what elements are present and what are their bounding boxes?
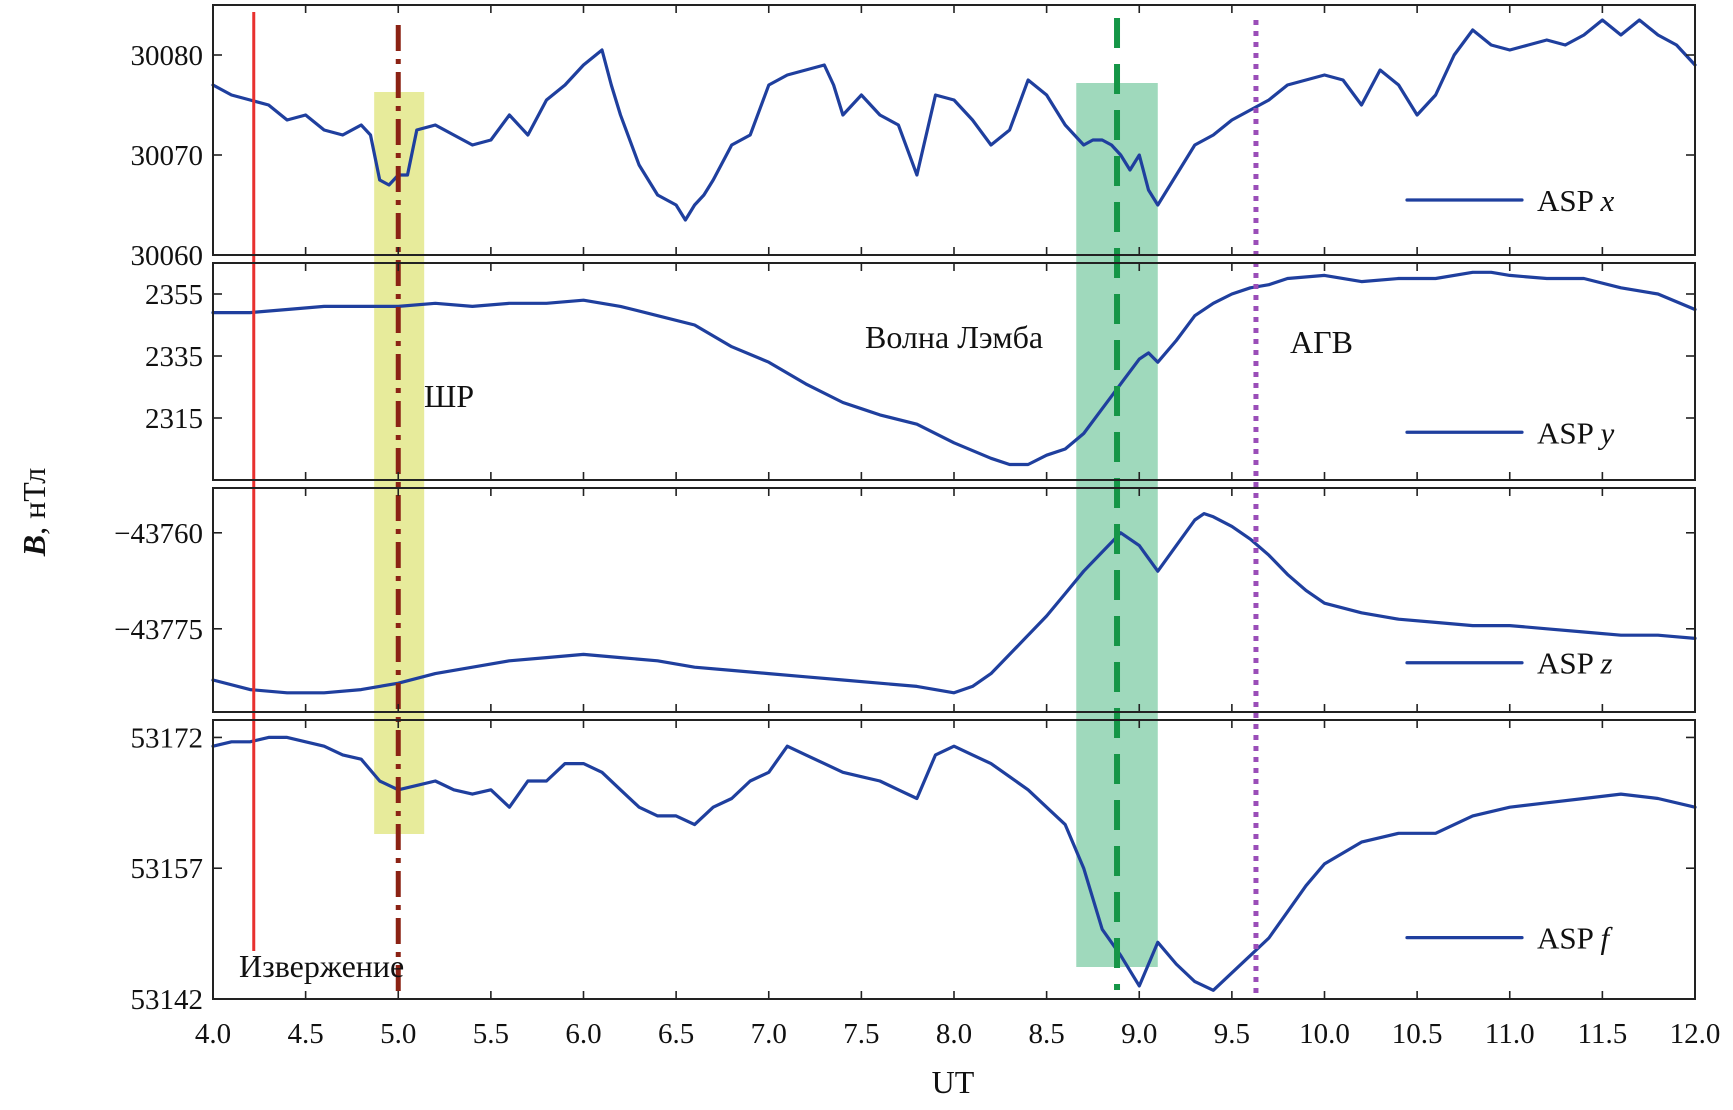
agw-label: АГВ <box>1290 324 1353 360</box>
xtick-label: 7.0 <box>751 1018 787 1050</box>
panel-y-ytick-label: 2335 <box>145 341 203 373</box>
panel-z-series-line <box>211 511 1697 695</box>
xtick-label: 8.0 <box>936 1018 972 1050</box>
xtick-label: 4.5 <box>288 1018 324 1050</box>
xtick-label: 9.0 <box>1121 1018 1157 1050</box>
panel-z-frame <box>212 487 1696 713</box>
panel-y-legend-component: y <box>1597 415 1614 450</box>
xtick-label: 5.0 <box>380 1018 416 1050</box>
xtick-label: 8.5 <box>1029 1018 1065 1050</box>
xtick-label: 10.5 <box>1392 1018 1443 1050</box>
panel-x-series-line <box>211 18 1697 222</box>
panel-y-ytick-label: 2315 <box>145 403 203 435</box>
xtick-label: 9.5 <box>1214 1018 1250 1050</box>
panel-x-legend-label: ASP x <box>1537 183 1614 218</box>
panel-x-legend-component: x <box>1599 183 1614 218</box>
panel-x-legend-prefix: ASP <box>1537 183 1600 218</box>
panel-f-ytick-label: 53172 <box>131 722 204 754</box>
y-axis-title: B, нТл <box>16 468 52 557</box>
eruption-label: Извержение <box>239 948 404 984</box>
panel-z-legend-label: ASP z <box>1537 646 1613 681</box>
panel-z-ytick-label: −43775 <box>114 614 203 646</box>
panel-z-ytick-label: −43760 <box>114 518 203 550</box>
panel-frames <box>212 4 1696 1000</box>
lamb-wave-label: Волна Лэмба <box>865 319 1043 355</box>
xtick-label: 11.5 <box>1578 1018 1628 1050</box>
panel-y-legend-label: ASP y <box>1537 415 1614 450</box>
panel-f-ytick-label: 53157 <box>131 853 204 885</box>
panel-y-frame <box>212 262 1696 481</box>
panel-y-legend-prefix: ASP <box>1537 415 1600 450</box>
data-series <box>211 18 1697 992</box>
panel-f-series-line <box>211 735 1697 992</box>
panel-z-legend-prefix: ASP <box>1537 646 1600 681</box>
panel-f-legend-component: f <box>1600 921 1613 956</box>
highlight-bands <box>374 83 1158 967</box>
panel-f-frame <box>212 719 1696 1000</box>
xtick-label: 5.5 <box>473 1018 509 1050</box>
panel-y-ytick-label: 2355 <box>145 279 203 311</box>
panel-f-legend-label: ASP f <box>1537 921 1613 956</box>
panel-f-ytick-label: 53142 <box>131 984 204 1016</box>
xtick-label: 7.5 <box>843 1018 879 1050</box>
axis-ticks: 30060 30070 30080 ASP x 2315 2335 2355 ASP y −43… <box>114 5 1720 1050</box>
panel-x-frame <box>212 4 1696 256</box>
y-axis-title-unit: , нТл <box>16 468 52 535</box>
panel-x-ytick-label: 30060 <box>131 240 204 272</box>
xtick-label: 6.0 <box>565 1018 601 1050</box>
xtick-label: 6.5 <box>658 1018 694 1050</box>
xtick-label: 12.0 <box>1670 1018 1721 1050</box>
panel-y-series-line <box>211 270 1697 467</box>
panel-f-legend-prefix: ASP <box>1537 921 1600 956</box>
shock-wave-label: ШР <box>424 378 474 414</box>
xtick-label: 11.0 <box>1485 1018 1535 1050</box>
panel-z-legend-component: z <box>1599 646 1612 681</box>
panel-x-ytick-label: 30070 <box>131 140 204 172</box>
y-axis-title-symbol: B <box>16 535 52 557</box>
xtick-label: 4.0 <box>195 1018 231 1050</box>
event-lines <box>252 12 1259 999</box>
panel-x-ytick-label: 30080 <box>131 40 204 72</box>
xtick-label: 10.0 <box>1299 1018 1350 1050</box>
x-axis-title: UT <box>932 1064 975 1100</box>
